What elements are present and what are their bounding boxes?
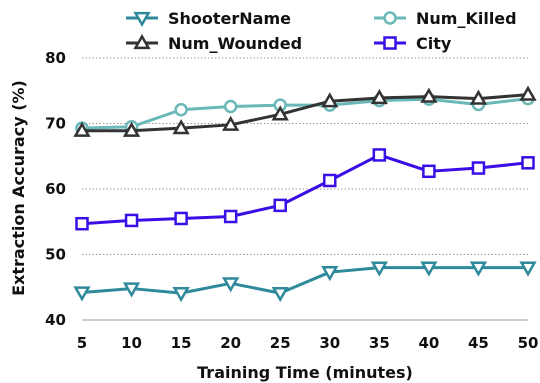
legend-label: Num_Wounded — [168, 34, 302, 53]
data-point — [174, 211, 188, 226]
data-point — [323, 173, 337, 188]
data-point — [73, 286, 91, 302]
x-tick-label: 25 — [270, 334, 291, 352]
series-layer — [73, 85, 537, 303]
data-point — [273, 198, 287, 213]
series-line-num-wounded — [82, 93, 529, 133]
y-tick-label: 80 — [45, 49, 66, 67]
data-point — [223, 99, 238, 114]
data-point — [372, 148, 387, 162]
series-city — [75, 148, 535, 231]
x-tick-label: 10 — [121, 334, 142, 352]
y-tick-label: 60 — [45, 180, 66, 198]
x-axis-label: Training Time (minutes) — [197, 363, 413, 382]
data-point — [271, 287, 289, 303]
data-point — [370, 261, 388, 277]
legend-label: City — [416, 34, 452, 53]
data-point — [469, 261, 488, 277]
x-tick-label: 45 — [468, 334, 489, 352]
data-point — [122, 282, 141, 298]
x-tick-label: 20 — [220, 334, 241, 352]
legend-item-num-killed: Num_Killed — [374, 9, 517, 28]
legend-item-shootername: ShooterName — [126, 9, 291, 28]
legend: ShooterName Num_Killed Num_Wounded City — [126, 9, 517, 53]
data-point — [471, 161, 486, 175]
legend-marker — [383, 11, 397, 25]
series-shootername — [73, 261, 537, 303]
y-tick-label: 40 — [45, 311, 66, 329]
tick-labels: 40 50 60 70 80 5 10 15 20 25 30 35 40 45 50 — [45, 49, 538, 352]
data-point — [73, 121, 91, 137]
data-point — [172, 287, 190, 303]
series-line-shootername — [81, 266, 528, 295]
data-point — [124, 213, 139, 228]
legend-item-num-wounded: Num_Wounded — [126, 33, 302, 53]
data-point — [521, 156, 535, 170]
data-point — [122, 121, 141, 137]
legend-marker — [383, 36, 397, 50]
data-point — [222, 115, 240, 131]
data-point — [222, 277, 240, 293]
data-point — [75, 216, 89, 231]
x-tick-label: 50 — [518, 334, 539, 352]
y-axis-label: Extraction Accuracy (%) — [9, 80, 28, 296]
series-line-num-killed — [81, 97, 529, 130]
data-point — [321, 92, 339, 108]
legend-item-city: City — [374, 34, 452, 53]
y-tick-label: 50 — [45, 246, 66, 264]
data-point — [519, 85, 537, 101]
legend-marker — [133, 11, 151, 28]
data-point — [422, 164, 436, 179]
data-point — [271, 105, 289, 121]
data-point — [370, 88, 388, 105]
data-point — [469, 89, 488, 105]
data-point — [420, 87, 438, 103]
series-line-city — [81, 153, 529, 226]
x-tick-label: 30 — [319, 334, 340, 352]
x-tick-label: 40 — [418, 334, 439, 352]
data-point — [223, 209, 238, 224]
legend-marker — [133, 33, 151, 50]
data-point — [172, 119, 190, 135]
data-point — [420, 261, 438, 277]
legend-label: Num_Killed — [416, 9, 517, 28]
x-tick-label: 5 — [77, 334, 87, 352]
legend-label: ShooterName — [168, 9, 291, 28]
data-point — [174, 102, 188, 117]
y-tick-label: 70 — [45, 115, 66, 133]
data-point — [519, 261, 537, 277]
series-num-wounded — [73, 85, 537, 137]
data-point — [321, 266, 339, 282]
x-tick-label: 15 — [171, 334, 192, 352]
x-tick-label: 35 — [369, 334, 390, 352]
